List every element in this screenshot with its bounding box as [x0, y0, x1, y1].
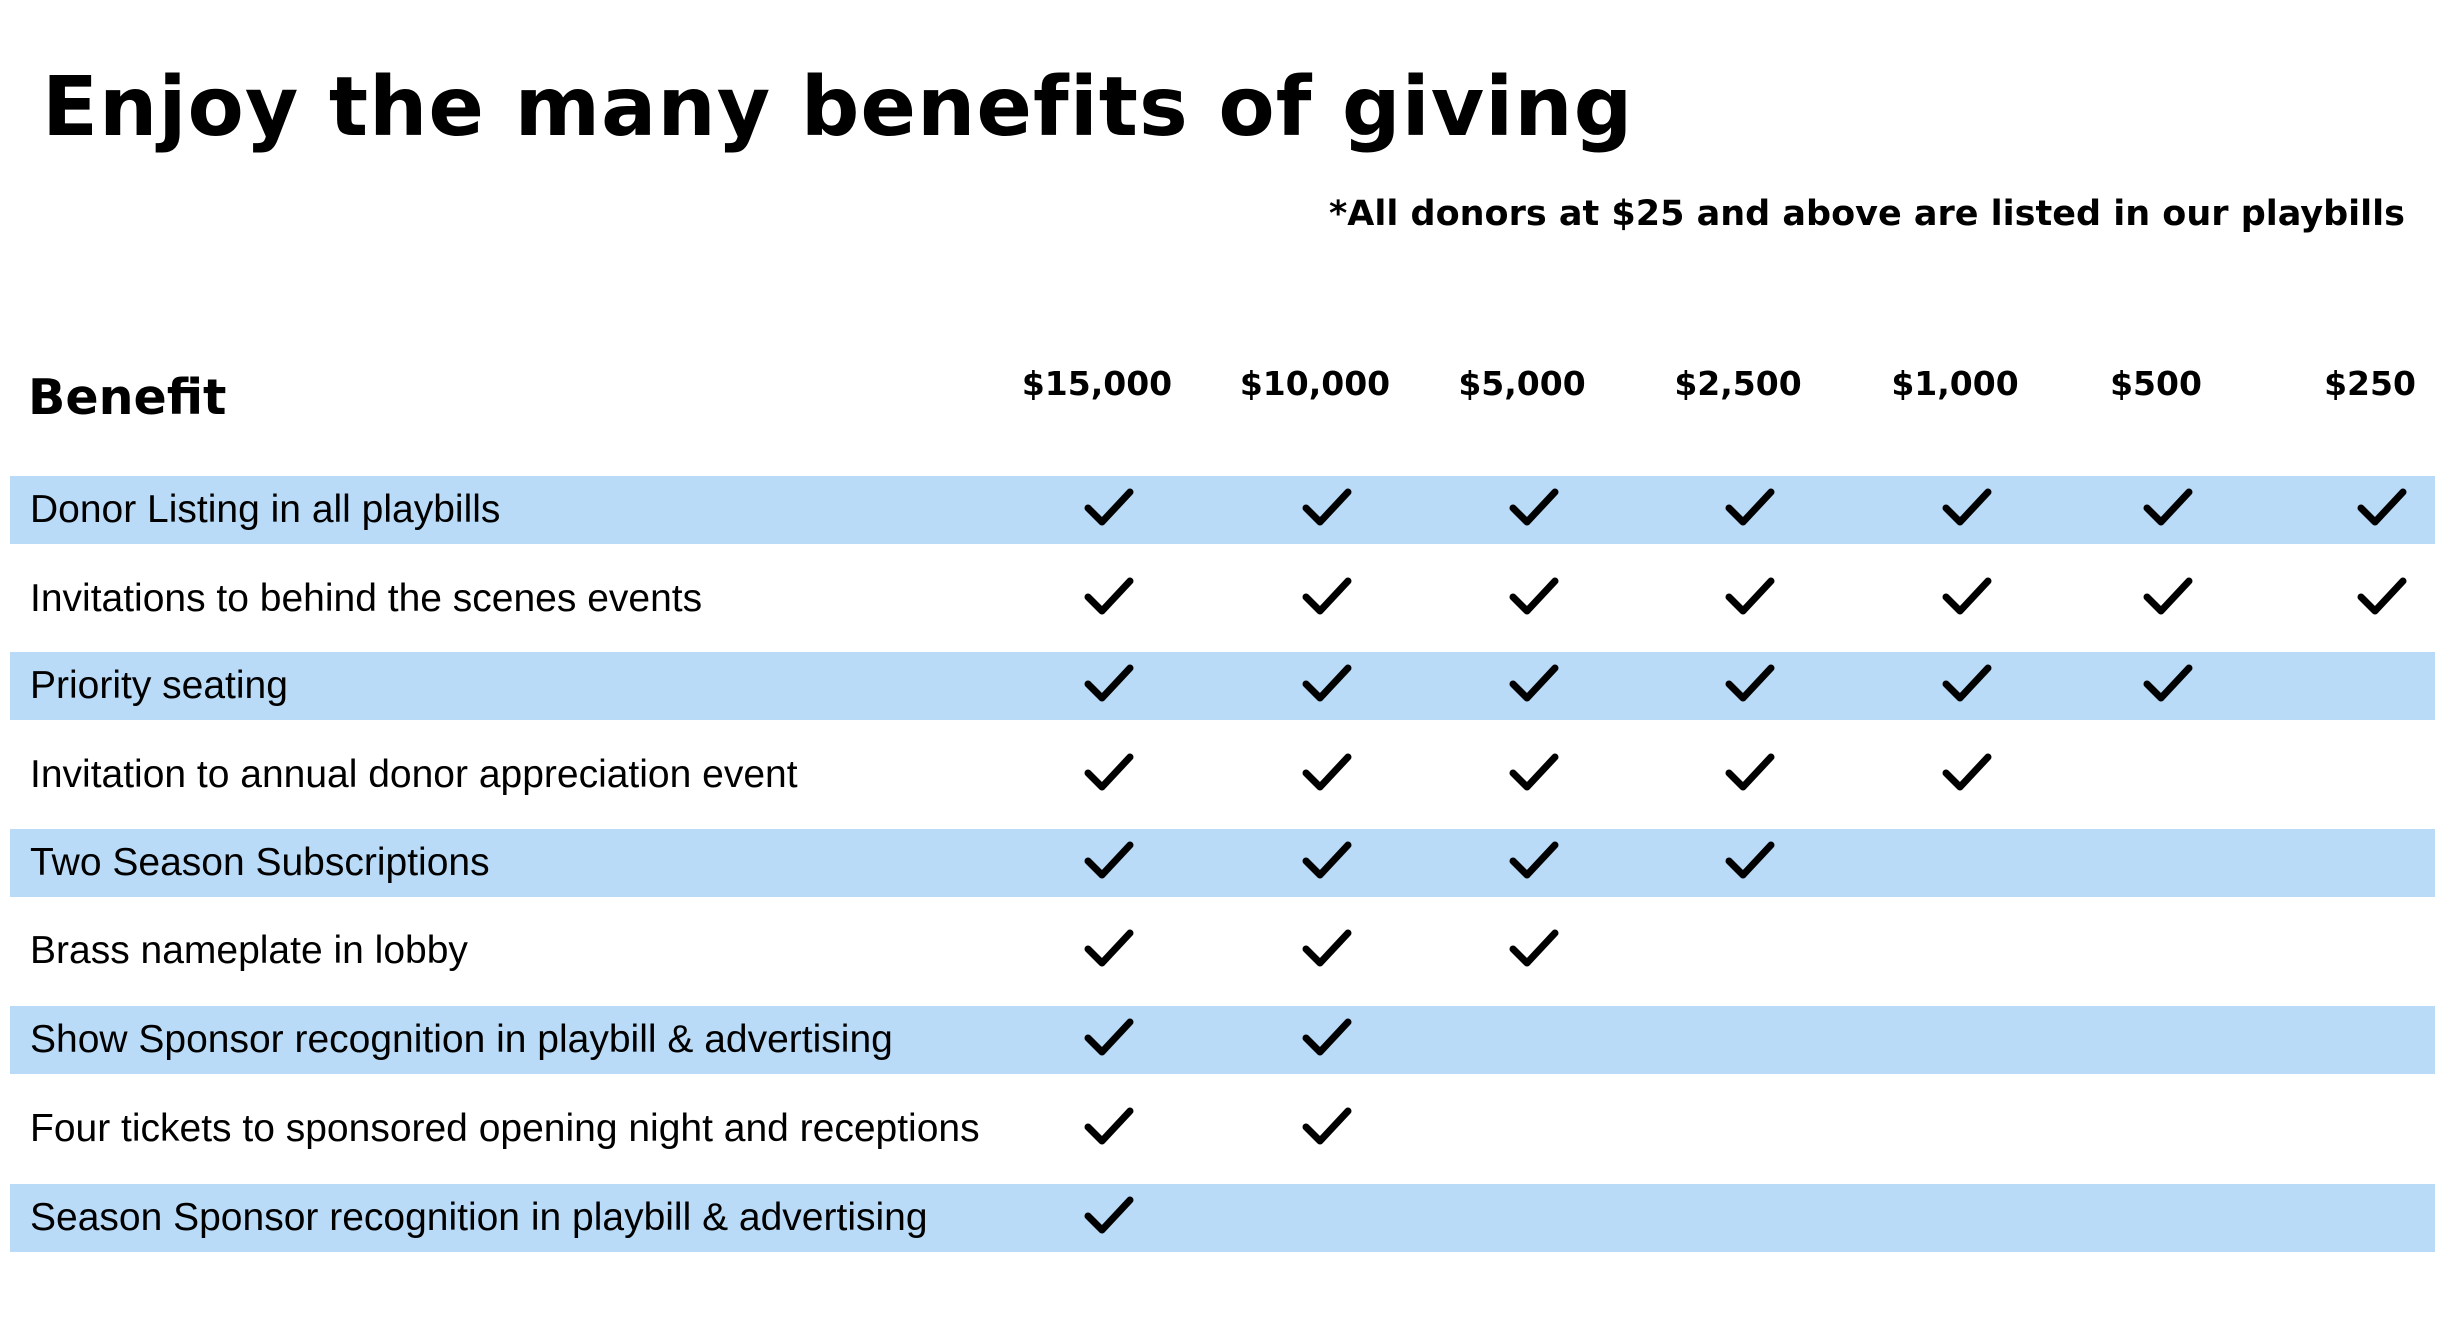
- checkmark-icon: [1084, 484, 1134, 530]
- checkmark-icon: [1509, 660, 1559, 706]
- checkmark-icon: [1942, 573, 1992, 619]
- checkmark-icon: [1302, 749, 1352, 795]
- benefit-label: Invitations to behind the scenes events: [30, 577, 703, 620]
- checkmark-icon: [1302, 1103, 1352, 1149]
- tier-header: $1,000: [1891, 364, 2019, 403]
- tier-header: $500: [2110, 364, 2202, 403]
- checkmark-icon: [2143, 660, 2193, 706]
- benefit-label: Season Sponsor recognition in playbill &…: [30, 1196, 928, 1239]
- checkmark-icon: [1509, 749, 1559, 795]
- benefit-label: Donor Listing in all playbills: [30, 488, 501, 531]
- checkmark-icon: [2143, 484, 2193, 530]
- checkmark-icon: [2357, 573, 2407, 619]
- checkmark-icon: [1509, 573, 1559, 619]
- checkmark-icon: [1084, 837, 1134, 883]
- checkmark-icon: [1084, 1103, 1134, 1149]
- benefit-label: Invitation to annual donor appreciation …: [30, 753, 798, 796]
- table-row: Brass nameplate in lobby: [10, 917, 2435, 985]
- checkmark-icon: [1084, 1014, 1134, 1060]
- benefit-label: Brass nameplate in lobby: [30, 929, 468, 972]
- benefit-label: Two Season Subscriptions: [30, 841, 490, 884]
- donor-listing-note: *All donors at $25 and above are listed …: [1328, 194, 2405, 234]
- checkmark-icon: [1942, 749, 1992, 795]
- checkmark-icon: [1942, 660, 1992, 706]
- benefit-label: Four tickets to sponsored opening night …: [30, 1107, 980, 1150]
- checkmark-icon: [1725, 837, 1775, 883]
- tier-header: $2,500: [1674, 364, 1802, 403]
- checkmark-icon: [1509, 925, 1559, 971]
- table-row: Show Sponsor recognition in playbill & a…: [10, 1006, 2435, 1074]
- checkmark-icon: [1084, 573, 1134, 619]
- checkmark-icon: [1725, 749, 1775, 795]
- table-row: Donor Listing in all playbills: [10, 476, 2435, 544]
- checkmark-icon: [1302, 837, 1352, 883]
- checkmark-icon: [1084, 925, 1134, 971]
- checkmark-icon: [2143, 573, 2193, 619]
- table-row: Two Season Subscriptions: [10, 829, 2435, 897]
- checkmark-icon: [1509, 484, 1559, 530]
- checkmark-icon: [1509, 837, 1559, 883]
- checkmark-icon: [1942, 484, 1992, 530]
- table-row: Priority seating: [10, 652, 2435, 720]
- checkmark-icon: [1302, 925, 1352, 971]
- tier-header: $15,000: [1021, 364, 1173, 403]
- checkmark-icon: [1302, 484, 1352, 530]
- checkmark-icon: [1725, 484, 1775, 530]
- table-row: Four tickets to sponsored opening night …: [10, 1095, 2435, 1163]
- tier-header: $10,000: [1239, 364, 1391, 403]
- checkmark-icon: [1084, 660, 1134, 706]
- checkmark-icon: [1302, 1014, 1352, 1060]
- tier-header: $5,000: [1458, 364, 1586, 403]
- benefit-label: Show Sponsor recognition in playbill & a…: [30, 1018, 893, 1061]
- checkmark-icon: [1302, 573, 1352, 619]
- page-title: Enjoy the many benefits of giving: [42, 60, 1634, 155]
- checkmark-icon: [2357, 484, 2407, 530]
- checkmark-icon: [1084, 1192, 1134, 1238]
- checkmark-icon: [1725, 660, 1775, 706]
- tier-header: $250: [2324, 364, 2416, 403]
- checkmark-icon: [1302, 660, 1352, 706]
- checkmark-icon: [1725, 573, 1775, 619]
- benefit-column-header: Benefit: [28, 369, 227, 426]
- table-row: Invitations to behind the scenes events: [10, 565, 2435, 633]
- checkmark-icon: [1084, 749, 1134, 795]
- table-row: Season Sponsor recognition in playbill &…: [10, 1184, 2435, 1252]
- benefit-label: Priority seating: [30, 664, 288, 707]
- table-row: Invitation to annual donor appreciation …: [10, 741, 2435, 809]
